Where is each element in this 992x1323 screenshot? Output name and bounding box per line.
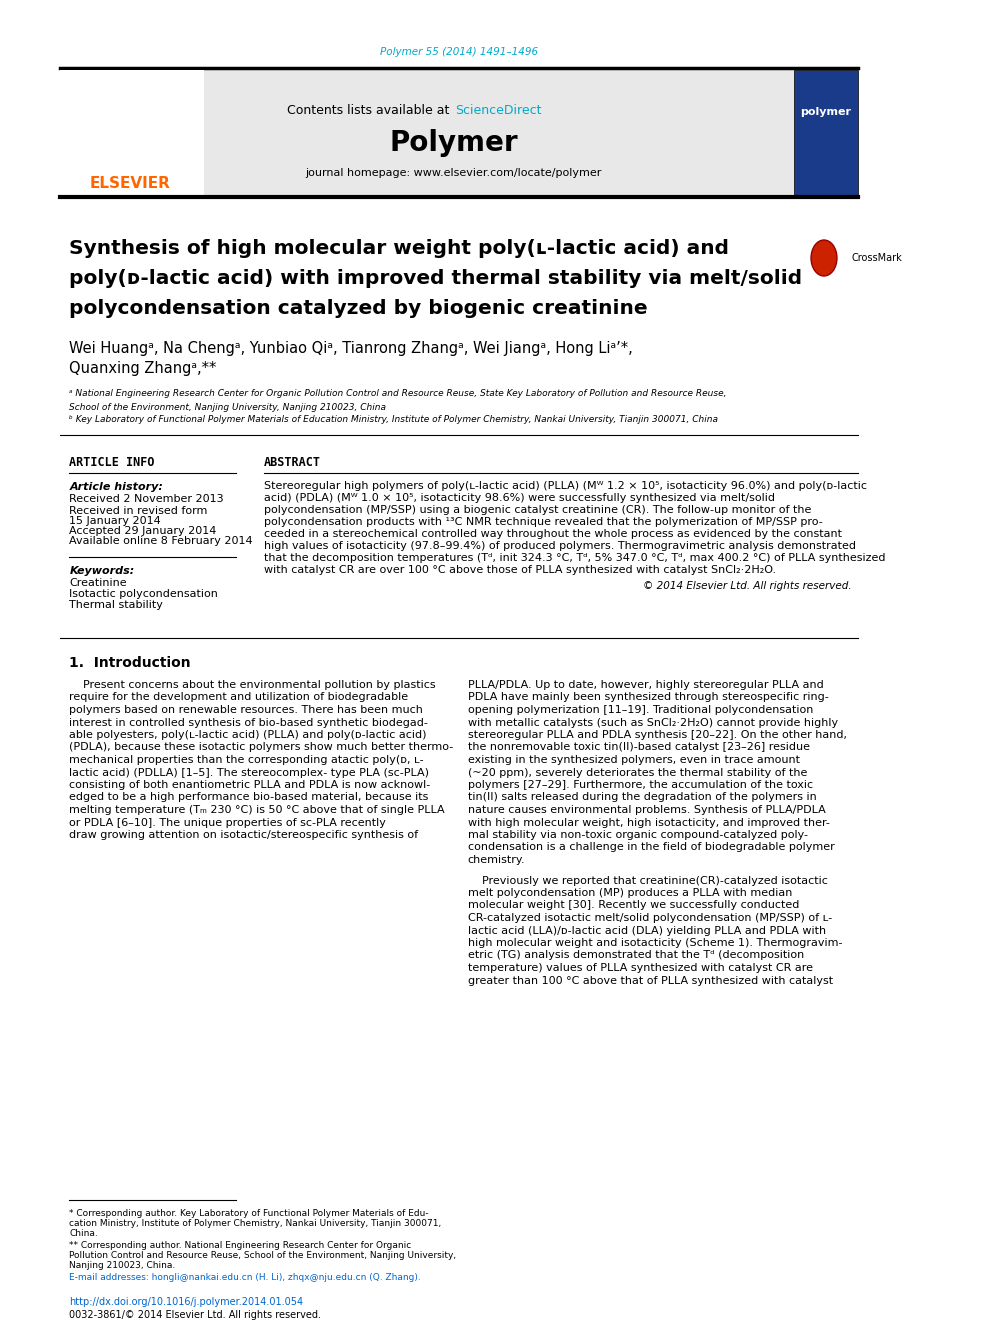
Text: temperature) values of PLLA synthesized with catalyst CR are: temperature) values of PLLA synthesized … [467, 963, 812, 972]
Text: condensation is a challenge in the field of biodegradable polymer: condensation is a challenge in the field… [467, 843, 834, 852]
Text: 0032-3861/© 2014 Elsevier Ltd. All rights reserved.: 0032-3861/© 2014 Elsevier Ltd. All right… [69, 1310, 321, 1320]
Text: ᵇ Key Laboratory of Functional Polymer Materials of Education Ministry, Institut: ᵇ Key Laboratory of Functional Polymer M… [69, 415, 718, 425]
Text: China.: China. [69, 1229, 98, 1237]
Text: that the decomposition temperatures (Tᵈ, init 324.3 °C, Tᵈ, 5% 347.0 °C, Tᵈ, max: that the decomposition temperatures (Tᵈ,… [264, 553, 886, 564]
Text: ** Corresponding author. National Engineering Research Center for Organic: ** Corresponding author. National Engine… [69, 1241, 412, 1249]
Text: ELSEVIER: ELSEVIER [90, 176, 171, 191]
Text: Previously we reported that creatinine(CR)-catalyzed isotactic: Previously we reported that creatinine(C… [467, 876, 827, 885]
Text: nature causes environmental problems. Synthesis of PLLA/PDLA: nature causes environmental problems. Sy… [467, 804, 825, 815]
Text: polymers [27–29]. Furthermore, the accumulation of the toxic: polymers [27–29]. Furthermore, the accum… [467, 781, 812, 790]
Text: opening polymerization [11–19]. Traditional polycondensation: opening polymerization [11–19]. Traditio… [467, 705, 812, 714]
Text: Keywords:: Keywords: [69, 566, 135, 576]
Text: © 2014 Elsevier Ltd. All rights reserved.: © 2014 Elsevier Ltd. All rights reserved… [643, 581, 852, 591]
Text: or PDLA [6–10]. The unique properties of sc-PLA recently: or PDLA [6–10]. The unique properties of… [69, 818, 386, 827]
Text: acid) (PDLA) (Mᵂ 1.0 × 10⁵, isotacticity 98.6%) were successfully synthesized vi: acid) (PDLA) (Mᵂ 1.0 × 10⁵, isotacticity… [264, 493, 775, 503]
Text: mal stability via non-toxic organic compound-catalyzed poly-: mal stability via non-toxic organic comp… [467, 830, 807, 840]
Text: Contents lists available at: Contents lists available at [288, 103, 453, 116]
Text: Pollution Control and Resource Reuse, School of the Environment, Nanjing Univers: Pollution Control and Resource Reuse, Sc… [69, 1250, 456, 1259]
Text: Wei Huangᵃ, Na Chengᵃ, Yunbiao Qiᵃ, Tianrong Zhangᵃ, Wei Jiangᵃ, Hong Liᵃ’*,: Wei Huangᵃ, Na Chengᵃ, Yunbiao Qiᵃ, Tian… [69, 340, 633, 356]
Text: stereoregular PLLA and PDLA synthesis [20–22]. On the other hand,: stereoregular PLLA and PDLA synthesis [2… [467, 730, 846, 740]
Text: edged to be a high performance bio-based material, because its: edged to be a high performance bio-based… [69, 792, 429, 803]
Text: School of the Environment, Nanjing University, Nanjing 210023, China: School of the Environment, Nanjing Unive… [69, 402, 387, 411]
Text: with metallic catalysts (such as SnCl₂·2H₂O) cannot provide highly: with metallic catalysts (such as SnCl₂·2… [467, 717, 837, 728]
Text: poly(ᴅ-lactic acid) with improved thermal stability via melt/solid: poly(ᴅ-lactic acid) with improved therma… [69, 269, 803, 287]
Text: able polyesters, poly(ʟ-lactic acid) (PLLA) and poly(ᴅ-lactic acid): able polyesters, poly(ʟ-lactic acid) (PL… [69, 730, 427, 740]
Ellipse shape [811, 239, 837, 277]
Text: Polymer 55 (2014) 1491–1496: Polymer 55 (2014) 1491–1496 [380, 48, 539, 57]
Text: Present concerns about the environmental pollution by plastics: Present concerns about the environmental… [69, 680, 436, 691]
Text: ᵃ National Engineering Research Center for Organic Pollution Control and Resourc: ᵃ National Engineering Research Center f… [69, 389, 727, 398]
Text: high molecular weight and isotacticity (Scheme 1). Thermogravim-: high molecular weight and isotacticity (… [467, 938, 842, 949]
FancyBboxPatch shape [795, 70, 858, 194]
Text: melting temperature (Tₘ 230 °C) is 50 °C above that of single PLLA: melting temperature (Tₘ 230 °C) is 50 °C… [69, 804, 445, 815]
Text: draw growing attention on isotactic/stereospecific synthesis of: draw growing attention on isotactic/ster… [69, 830, 419, 840]
Text: Accepted 29 January 2014: Accepted 29 January 2014 [69, 527, 217, 536]
Text: Received in revised form: Received in revised form [69, 505, 207, 516]
Text: polycondensation catalyzed by biogenic creatinine: polycondensation catalyzed by biogenic c… [69, 299, 648, 318]
Text: * Corresponding author. Key Laboratory of Functional Polymer Materials of Edu-: * Corresponding author. Key Laboratory o… [69, 1208, 430, 1217]
Text: mechanical properties than the corresponding atactic poly(ᴅ, ʟ-: mechanical properties than the correspon… [69, 755, 424, 765]
Text: E-mail addresses: hongli@nankai.edu.cn (H. Li), zhqx@nju.edu.cn (Q. Zhang).: E-mail addresses: hongli@nankai.edu.cn (… [69, 1273, 422, 1282]
Text: CR-catalyzed isotactic melt/solid polycondensation (MP/SSP) of ʟ-: CR-catalyzed isotactic melt/solid polyco… [467, 913, 832, 923]
Text: polycondensation products with ¹³C NMR technique revealed that the polymerizatio: polycondensation products with ¹³C NMR t… [264, 517, 822, 527]
Text: Available online 8 February 2014: Available online 8 February 2014 [69, 536, 253, 546]
Text: greater than 100 °C above that of PLLA synthesized with catalyst: greater than 100 °C above that of PLLA s… [467, 975, 832, 986]
Text: interest in controlled synthesis of bio-based synthetic biodegad-: interest in controlled synthesis of bio-… [69, 717, 429, 728]
Text: PDLA have mainly been synthesized through stereospecific ring-: PDLA have mainly been synthesized throug… [467, 692, 828, 703]
Text: with high molecular weight, high isotacticity, and improved ther-: with high molecular weight, high isotact… [467, 818, 829, 827]
FancyBboxPatch shape [61, 70, 203, 194]
Text: ABSTRACT: ABSTRACT [264, 456, 320, 470]
Text: 15 January 2014: 15 January 2014 [69, 516, 161, 527]
Text: polymers based on renewable resources. There has been much: polymers based on renewable resources. T… [69, 705, 424, 714]
Text: with catalyst CR are over 100 °C above those of PLLA synthesized with catalyst S: with catalyst CR are over 100 °C above t… [264, 565, 776, 576]
Text: tin(II) salts released during the degradation of the polymers in: tin(II) salts released during the degrad… [467, 792, 816, 803]
Text: ceeded in a stereochemical controlled way throughout the whole process as eviden: ceeded in a stereochemical controlled wa… [264, 529, 842, 538]
Text: require for the development and utilization of biodegradable: require for the development and utilizat… [69, 692, 409, 703]
Text: Nanjing 210023, China.: Nanjing 210023, China. [69, 1261, 176, 1270]
Text: Received 2 November 2013: Received 2 November 2013 [69, 493, 224, 504]
Text: Isotactic polycondensation: Isotactic polycondensation [69, 589, 218, 599]
Text: Quanxing Zhangᵃ,**: Quanxing Zhangᵃ,** [69, 360, 217, 376]
Text: cation Ministry, Institute of Polymer Chemistry, Nankai University, Tianjin 3000: cation Ministry, Institute of Polymer Ch… [69, 1218, 441, 1228]
Text: Polymer: Polymer [389, 130, 518, 157]
Text: (~20 ppm), severely deteriorates the thermal stability of the: (~20 ppm), severely deteriorates the the… [467, 767, 806, 778]
Text: chemistry.: chemistry. [467, 855, 525, 865]
Text: journal homepage: www.elsevier.com/locate/polymer: journal homepage: www.elsevier.com/locat… [306, 168, 602, 179]
Text: ScienceDirect: ScienceDirect [455, 103, 542, 116]
Text: etric (TG) analysis demonstrated that the Tᵈ (decomposition: etric (TG) analysis demonstrated that th… [467, 950, 804, 960]
Text: Article history:: Article history: [69, 482, 164, 492]
Text: http://dx.doi.org/10.1016/j.polymer.2014.01.054: http://dx.doi.org/10.1016/j.polymer.2014… [69, 1297, 304, 1307]
Text: lactic acid) (PDLLA) [1–5]. The stereocomplex- type PLA (sc-PLA): lactic acid) (PDLLA) [1–5]. The stereoco… [69, 767, 430, 778]
Text: high values of isotacticity (97.8–99.4%) of produced polymers. Thermogravimetric: high values of isotacticity (97.8–99.4%)… [264, 541, 856, 550]
Text: polymer: polymer [801, 107, 851, 116]
Text: Thermal stability: Thermal stability [69, 601, 164, 610]
Text: existing in the synthesized polymers, even in trace amount: existing in the synthesized polymers, ev… [467, 755, 800, 765]
Text: the nonremovable toxic tin(II)-based catalyst [23–26] residue: the nonremovable toxic tin(II)-based cat… [467, 742, 809, 753]
Text: PLLA/PDLA. Up to date, however, highly stereoregular PLLA and: PLLA/PDLA. Up to date, however, highly s… [467, 680, 823, 691]
Text: consisting of both enantiometric PLLA and PDLA is now acknowl-: consisting of both enantiometric PLLA an… [69, 781, 431, 790]
Text: lactic acid (LLA)/ᴅ-lactic acid (DLA) yielding PLLA and PDLA with: lactic acid (LLA)/ᴅ-lactic acid (DLA) yi… [467, 926, 825, 935]
Text: Creatinine: Creatinine [69, 578, 127, 587]
Text: Stereoregular high polymers of poly(ʟ-lactic acid) (PLLA) (Mᵂ 1.2 × 10⁵, isotact: Stereoregular high polymers of poly(ʟ-la… [264, 482, 867, 491]
Text: melt polycondensation (MP) produces a PLLA with median: melt polycondensation (MP) produces a PL… [467, 888, 792, 898]
Text: ARTICLE INFO: ARTICLE INFO [69, 456, 155, 470]
Text: molecular weight [30]. Recently we successfully conducted: molecular weight [30]. Recently we succe… [467, 901, 799, 910]
Text: Synthesis of high molecular weight poly(ʟ-lactic acid) and: Synthesis of high molecular weight poly(… [69, 238, 729, 258]
Text: 1.  Introduction: 1. Introduction [69, 656, 191, 669]
Text: polycondensation (MP/SSP) using a biogenic catalyst creatinine (CR). The follow-: polycondensation (MP/SSP) using a biogen… [264, 505, 811, 515]
Text: (PDLA), because these isotactic polymers show much better thermo-: (PDLA), because these isotactic polymers… [69, 742, 453, 753]
Text: CrossMark: CrossMark [852, 253, 903, 263]
FancyBboxPatch shape [61, 70, 797, 194]
